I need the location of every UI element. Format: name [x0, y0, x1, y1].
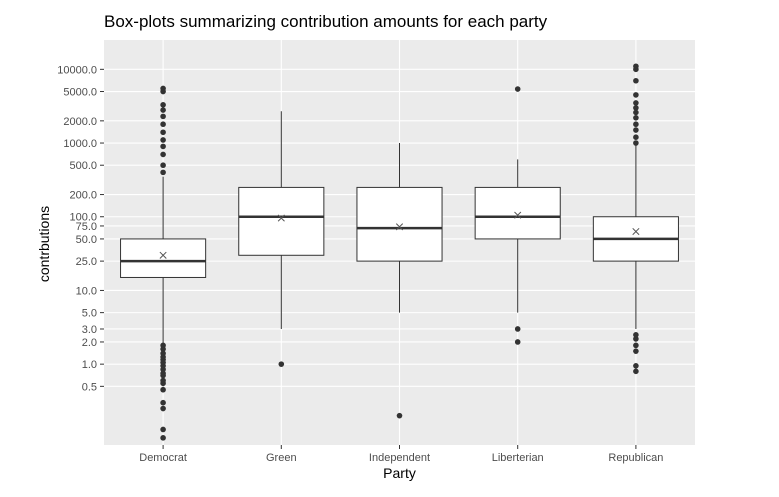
- chart-title: Box-plots summarizing contribution amoun…: [104, 12, 548, 31]
- box-liberterian: [474, 186, 561, 240]
- x-tick-label: Democrat: [139, 452, 187, 464]
- outlier-point: [633, 92, 639, 98]
- x-tick-label: Liberterian: [492, 452, 544, 464]
- x-axis-label: Party: [383, 465, 416, 481]
- outlier-point: [633, 134, 639, 140]
- outlier-point: [633, 362, 639, 369]
- x-tick-label: Republican: [608, 452, 663, 464]
- outlier-point: [633, 368, 639, 375]
- outlier-point: [160, 151, 166, 158]
- outlier-point: [633, 109, 639, 116]
- y-tick-label: 25.0: [76, 256, 97, 268]
- y-tick-label: 0.5: [82, 381, 97, 393]
- outlier-point: [160, 169, 166, 176]
- y-tick-label: 5.0: [82, 308, 97, 320]
- outlier-point: [160, 435, 166, 441]
- mean-marker: [395, 223, 404, 231]
- outlier-point: [160, 137, 166, 143]
- mean-marker: [632, 227, 640, 236]
- x-tick-label: Independent: [369, 452, 430, 464]
- outlier-point: [396, 412, 403, 419]
- outlier-point: [633, 332, 639, 338]
- outlier-point: [633, 342, 639, 349]
- outlier-point: [160, 370, 166, 377]
- outlier-point: [160, 102, 166, 108]
- outlier-point: [160, 129, 166, 136]
- mean-marker: [277, 214, 285, 222]
- outlier-point: [633, 100, 639, 106]
- outlier-point: [160, 107, 166, 113]
- y-tick-label: 1.0: [82, 359, 97, 371]
- y-tick-label: 10000.0: [57, 64, 97, 76]
- mean-marker: [514, 211, 522, 219]
- outlier-point: [633, 63, 639, 70]
- outlier-point: [160, 342, 166, 349]
- outlier-point: [160, 85, 166, 92]
- outlier-point: [514, 86, 521, 92]
- outlier-point: [160, 350, 166, 357]
- outlier-point: [160, 405, 166, 412]
- outlier-point: [633, 127, 639, 133]
- outlier-point: [160, 377, 166, 384]
- y-tick-label: 1000.0: [63, 138, 97, 150]
- outlier-point: [160, 426, 166, 433]
- y-tick-label: 2.0: [82, 337, 97, 349]
- y-tick-label: 200.0: [69, 190, 97, 202]
- outlier-point: [160, 143, 166, 150]
- y-axis-label: contrbutions: [36, 205, 52, 283]
- y-tick-label: 100.0: [69, 212, 97, 224]
- outlier-point: [633, 348, 639, 354]
- box-democrat: [120, 238, 207, 278]
- outlier-point: [514, 326, 521, 332]
- outlier-point: [160, 113, 166, 120]
- outlier-point: [633, 336, 639, 342]
- outlier-point: [633, 140, 639, 146]
- outlier-point: [633, 121, 639, 128]
- y-tick-label: 2000.0: [63, 116, 97, 128]
- outlier-point: [633, 77, 639, 84]
- outlier-point: [633, 105, 639, 111]
- outlier-point: [514, 339, 521, 345]
- y-tick-label: 3.0: [82, 324, 97, 336]
- box-green: [238, 186, 325, 256]
- y-tick-label: 5000.0: [63, 87, 97, 99]
- outlier-point: [160, 162, 166, 169]
- box-independent: [356, 186, 443, 262]
- y-tick-label: 50.0: [76, 234, 97, 246]
- x-tick-label: Green: [266, 452, 297, 464]
- mean-marker: [159, 251, 167, 259]
- outlier-point: [160, 121, 166, 128]
- outlier-point: [633, 114, 639, 121]
- y-tick-label: 75.0: [76, 221, 97, 233]
- outlier-point: [160, 386, 166, 393]
- outlier-point: [278, 361, 285, 367]
- y-tick-label: 500.0: [69, 160, 97, 172]
- y-tick-label: 10.0: [76, 285, 97, 297]
- outlier-point: [160, 399, 166, 406]
